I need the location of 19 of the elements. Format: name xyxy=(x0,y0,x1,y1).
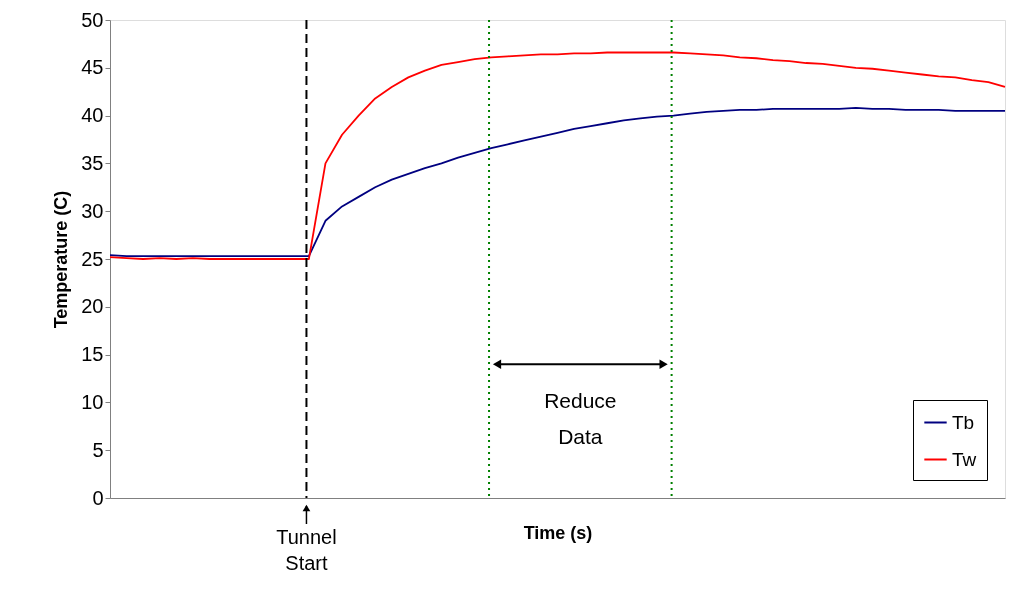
y-tick-label: 0 xyxy=(92,486,104,509)
y-tick-label: 10 xyxy=(81,390,104,413)
annotation: Reduce Data xyxy=(544,389,617,449)
x-axis-title: Time (s) xyxy=(523,522,593,543)
y-tick-label: 50 xyxy=(81,8,104,31)
line-series xyxy=(109,107,1006,258)
y-tick-label: 25 xyxy=(81,247,104,270)
line-series xyxy=(109,51,1006,260)
y-tick-label: 20 xyxy=(81,295,104,318)
y-tick-label: 15 xyxy=(81,343,104,366)
y-tick-label: 5 xyxy=(92,438,104,461)
y-tick-label: 45 xyxy=(81,56,104,79)
y-tick-label: 40 xyxy=(81,104,104,127)
legend-label: Tw xyxy=(952,448,977,470)
y-axis-title: Temperature (C) xyxy=(51,190,72,329)
legend-label: Tb xyxy=(952,411,975,433)
y-tick-label: 35 xyxy=(81,151,104,174)
text: Tunnel Start xyxy=(276,526,337,574)
y-tick-label: 30 xyxy=(81,199,104,222)
